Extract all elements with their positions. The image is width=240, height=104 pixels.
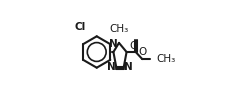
Text: N: N — [124, 62, 132, 72]
Text: O: O — [138, 47, 146, 57]
Text: Cl: Cl — [74, 22, 86, 32]
Text: CH₃: CH₃ — [109, 24, 129, 34]
Text: O: O — [130, 41, 138, 51]
Text: N: N — [108, 39, 117, 49]
Text: N: N — [107, 62, 115, 72]
Text: CH₃: CH₃ — [156, 54, 175, 64]
